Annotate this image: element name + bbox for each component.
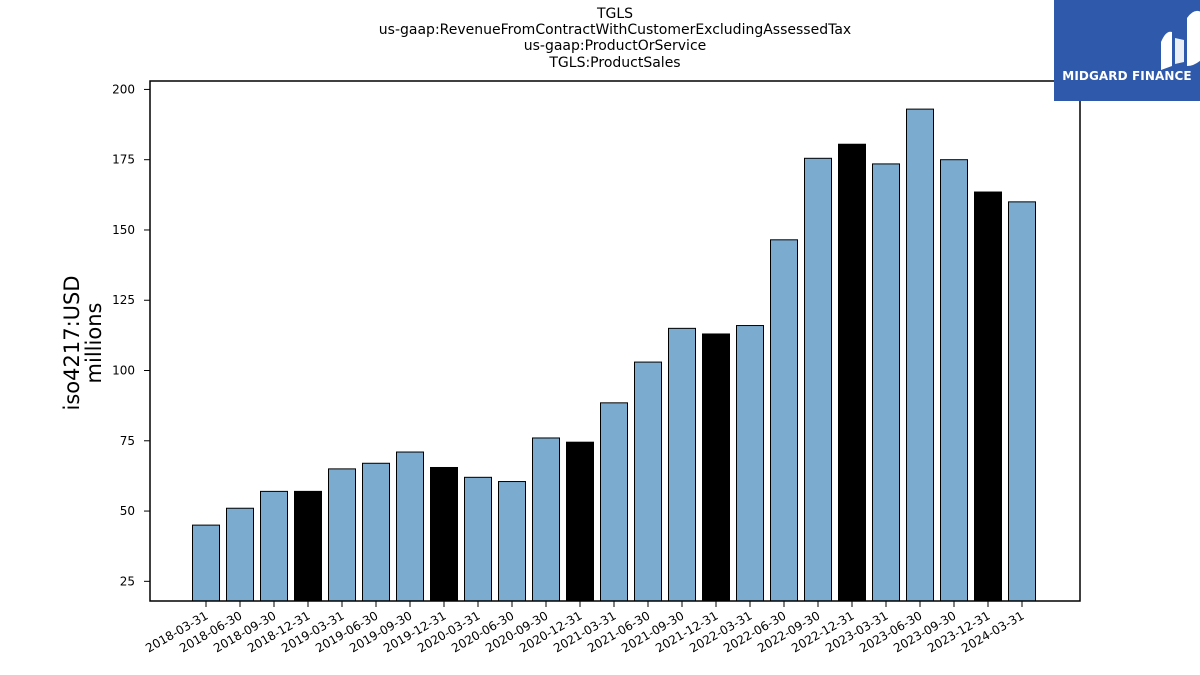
y-tick-label: 25 [120, 574, 135, 588]
y-tick-label: 125 [112, 293, 135, 307]
chart-title-line: TGLS:ProductSales [549, 54, 681, 71]
bar-2018-03-31 [192, 524, 220, 602]
bar-2020-06-30 [498, 481, 526, 602]
bar-2023-06-30 [906, 108, 934, 602]
chart-title-line: us-gaap:ProductOrService [523, 38, 707, 55]
bar-2018-12-31 [294, 490, 322, 602]
chart-title-line: us-gaap:RevenueFromContractWithCustomerE… [378, 22, 852, 39]
logo-mark-icon [1161, 10, 1200, 70]
chart-title-line: TGLS [596, 6, 634, 22]
bar-2022-12-31 [838, 143, 866, 602]
bar-2020-12-31 [566, 441, 594, 602]
chart-title: TGLS us-gaap:RevenueFromContractWithCust… [0, 6, 1200, 71]
y-tick-label: 75 [120, 434, 135, 448]
bar-2021-03-31 [600, 402, 628, 602]
y-axis-label-line1: iso4217:USD [60, 275, 84, 410]
bar-2024-03-31 [1008, 201, 1036, 602]
y-axis-label-line2: millions [82, 303, 106, 384]
bar-2022-09-30 [804, 157, 832, 602]
bar-2019-03-31 [328, 468, 356, 602]
bar-2019-09-30 [396, 451, 424, 602]
bar-2021-12-31 [702, 333, 730, 602]
bar-2022-03-31 [736, 325, 764, 602]
bar-2020-09-30 [532, 437, 560, 602]
midgard-finance-logo: MIDGARD FINANCE [1054, 0, 1200, 101]
bar-2018-09-30 [260, 490, 288, 602]
bar-2021-09-30 [668, 327, 696, 602]
bar-2023-09-30 [940, 159, 968, 602]
bar-2020-03-31 [464, 476, 492, 602]
bar-2021-06-30 [634, 361, 662, 602]
y-tick-label: 150 [112, 223, 135, 237]
logo-text: MIDGARD FINANCE [1062, 69, 1192, 83]
y-tick-label: 50 [120, 504, 135, 518]
plot-frame [149, 80, 1081, 602]
y-tick-label: 200 [112, 82, 135, 96]
bar-2018-06-30 [226, 507, 254, 602]
y-tick-label: 100 [112, 364, 135, 378]
bar-2023-03-31 [872, 163, 900, 602]
bar-2023-12-31 [974, 191, 1002, 602]
bar-2019-12-31 [430, 466, 458, 602]
y-tick-label: 175 [112, 153, 135, 167]
bar-2022-06-30 [770, 239, 798, 602]
bar-2019-06-30 [362, 462, 390, 602]
